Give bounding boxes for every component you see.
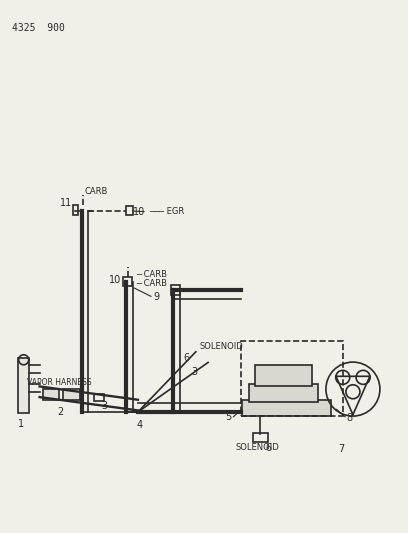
Text: VAPOR HARNESS: VAPOR HARNESS: [27, 378, 91, 387]
Text: 3: 3: [191, 367, 197, 377]
Text: 4: 4: [137, 421, 143, 430]
Bar: [43, 389, 59, 400]
Text: 10: 10: [109, 275, 121, 285]
Text: SOLENOID: SOLENOID: [235, 443, 279, 452]
Text: 10: 10: [133, 207, 145, 216]
Text: ─ CARB: ─ CARB: [136, 270, 167, 279]
Text: 3: 3: [101, 401, 107, 411]
Bar: [94, 394, 104, 401]
Bar: [123, 277, 132, 286]
Bar: [253, 433, 268, 442]
Text: 5: 5: [226, 412, 232, 422]
Text: SOLENOID: SOLENOID: [200, 342, 244, 351]
Bar: [249, 384, 318, 402]
Text: 1: 1: [18, 419, 24, 429]
Text: 7: 7: [338, 445, 344, 454]
Bar: [241, 341, 343, 416]
Bar: [73, 205, 78, 215]
Text: 4325  900: 4325 900: [12, 23, 65, 33]
Text: 8: 8: [346, 414, 352, 423]
Text: ─── EGR: ─── EGR: [149, 207, 184, 216]
Bar: [18, 358, 29, 413]
Text: 11: 11: [60, 198, 72, 207]
Text: ─ CARB: ─ CARB: [136, 279, 167, 287]
Bar: [242, 400, 331, 416]
Bar: [126, 206, 133, 215]
Text: CARB: CARB: [84, 188, 107, 196]
Bar: [171, 285, 180, 295]
Bar: [255, 365, 312, 386]
Text: 2: 2: [57, 407, 64, 417]
Text: 6: 6: [265, 443, 271, 453]
Text: 6: 6: [184, 353, 190, 363]
Bar: [63, 389, 80, 400]
Text: 9: 9: [153, 293, 159, 302]
